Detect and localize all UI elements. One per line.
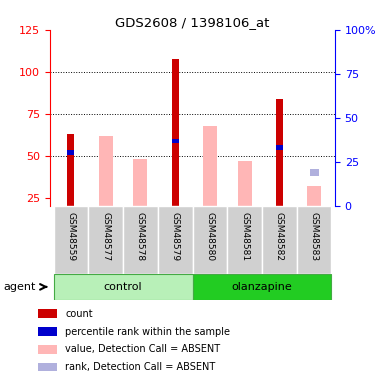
Bar <box>134 159 147 206</box>
Text: GSM48580: GSM48580 <box>205 211 214 261</box>
FancyBboxPatch shape <box>227 206 262 274</box>
Bar <box>38 363 57 371</box>
Bar <box>192 274 331 300</box>
Bar <box>310 170 319 176</box>
Text: percentile rank within the sample: percentile rank within the sample <box>65 327 231 336</box>
Bar <box>307 186 321 206</box>
Text: GSM48577: GSM48577 <box>101 211 110 261</box>
Bar <box>172 139 179 143</box>
Text: control: control <box>104 282 142 292</box>
Bar <box>172 58 179 206</box>
Bar <box>276 146 283 150</box>
Text: GSM48581: GSM48581 <box>240 211 249 261</box>
Bar <box>99 136 112 206</box>
Bar <box>276 99 283 206</box>
Bar <box>38 309 57 318</box>
FancyBboxPatch shape <box>123 206 158 274</box>
Text: GSM48559: GSM48559 <box>66 211 75 261</box>
Text: count: count <box>65 309 93 319</box>
Bar <box>67 134 74 206</box>
Text: GSM48578: GSM48578 <box>136 211 145 261</box>
Text: GSM48579: GSM48579 <box>171 211 180 261</box>
Bar <box>238 161 251 206</box>
Bar <box>67 150 74 154</box>
FancyBboxPatch shape <box>158 206 192 274</box>
Title: GDS2608 / 1398106_at: GDS2608 / 1398106_at <box>116 16 270 29</box>
FancyBboxPatch shape <box>262 206 297 274</box>
FancyBboxPatch shape <box>88 206 123 274</box>
Text: value, Detection Call = ABSENT: value, Detection Call = ABSENT <box>65 344 221 354</box>
FancyBboxPatch shape <box>54 206 88 274</box>
Text: GSM48583: GSM48583 <box>310 211 319 261</box>
Text: agent: agent <box>4 282 36 292</box>
Text: olanzapine: olanzapine <box>232 282 292 292</box>
Bar <box>203 126 217 206</box>
Text: GSM48582: GSM48582 <box>275 211 284 261</box>
Text: rank, Detection Call = ABSENT: rank, Detection Call = ABSENT <box>65 362 216 372</box>
Bar <box>38 345 57 354</box>
Bar <box>54 274 192 300</box>
FancyBboxPatch shape <box>297 206 331 274</box>
FancyBboxPatch shape <box>192 206 227 274</box>
Bar <box>38 327 57 336</box>
